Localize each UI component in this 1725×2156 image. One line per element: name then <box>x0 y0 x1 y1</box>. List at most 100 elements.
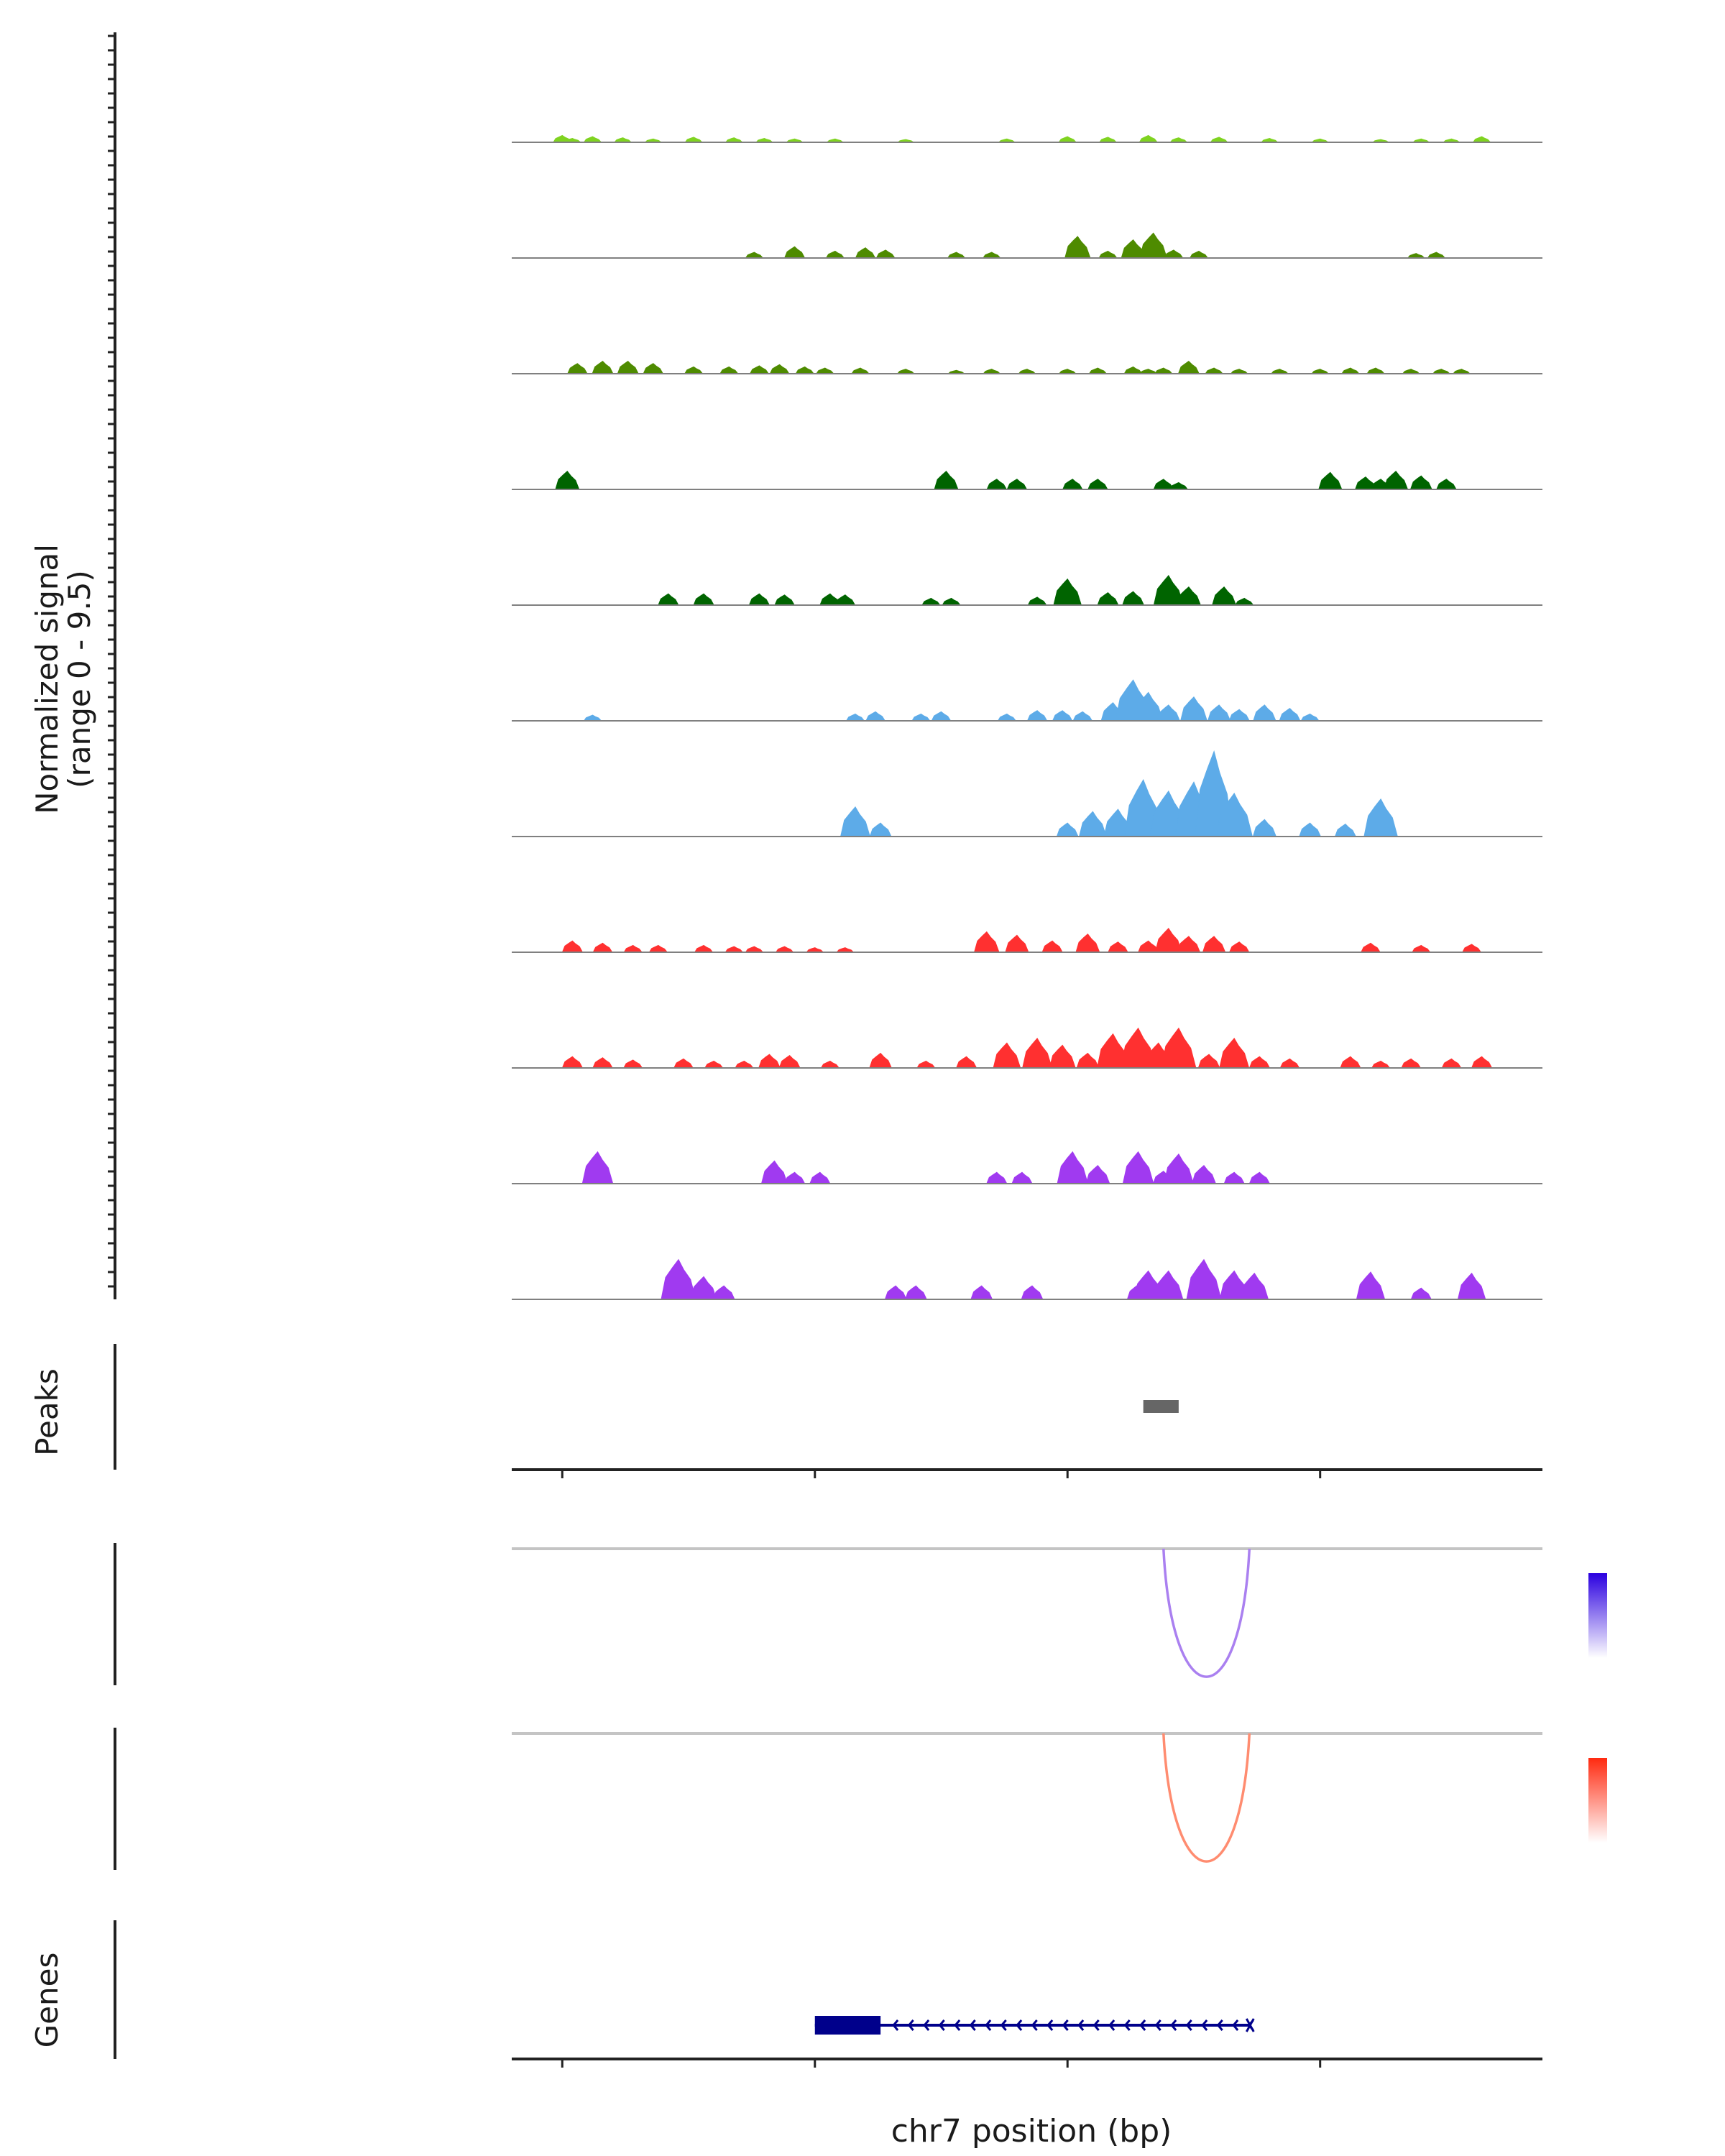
coverage-peak <box>1409 475 1432 490</box>
coverage-peak <box>825 250 845 259</box>
peaks-track-label: Peaks <box>29 1368 65 1456</box>
coverage-peak <box>869 822 892 837</box>
coverage-peak <box>1058 136 1077 143</box>
coverage-peak <box>1088 367 1108 374</box>
coverage-peak <box>673 1058 694 1069</box>
coverage-peak <box>1461 944 1482 953</box>
coverage-peak <box>1228 709 1251 722</box>
coverage-peak <box>1154 1270 1184 1300</box>
coverage-peak <box>1240 1272 1269 1300</box>
coverage-peak <box>955 1056 978 1069</box>
coverage-peak <box>758 1054 781 1069</box>
coverage-peak <box>1097 591 1119 606</box>
strand-arrow <box>1062 2019 1069 2031</box>
coverage-tracks <box>108 32 1542 1300</box>
x-axis-title: chr7 position (bp) <box>891 2113 1172 2150</box>
strand-arrow <box>1154 2019 1162 2031</box>
coverage-peak <box>1027 596 1047 606</box>
coverage-peak <box>1279 1058 1300 1069</box>
coverage-peak <box>724 946 744 953</box>
coverage-peak <box>1123 366 1144 374</box>
coverage-peak <box>916 1060 936 1069</box>
coverage-peak <box>745 252 764 259</box>
coverage-peak <box>1401 1058 1422 1069</box>
coverage-peak <box>1087 479 1108 490</box>
coverage-peak <box>1026 710 1048 722</box>
coverage-peak <box>719 366 739 374</box>
coverage-peak <box>704 1060 724 1069</box>
coverage-peak <box>869 1052 893 1069</box>
coverage-peak <box>1228 941 1250 953</box>
coverage-peak <box>748 593 770 606</box>
coverage-peak <box>561 940 584 953</box>
coverage-peak <box>1205 367 1224 374</box>
coverage-peak <box>1427 252 1446 259</box>
strand-arrow <box>1092 2019 1100 2031</box>
coverage-peak <box>986 1171 1008 1184</box>
coverage-peak <box>1049 1044 1076 1069</box>
coverage-peak <box>1064 236 1091 259</box>
coverage-peak <box>623 1059 643 1069</box>
coverage-peak <box>982 252 1001 259</box>
coverage-peak <box>684 137 704 143</box>
coverage-peak <box>1197 1054 1220 1069</box>
coverage-peak <box>1163 1153 1194 1184</box>
coverage-peak <box>1098 137 1118 143</box>
coverage-peak <box>1011 1171 1033 1184</box>
coverage-peak <box>561 1056 584 1069</box>
coverage-peak <box>1212 586 1237 606</box>
coverage-peak <box>1457 1272 1486 1300</box>
wt-links-legend-colorbar <box>1588 1573 1607 1658</box>
coverage-peak <box>1248 1056 1271 1069</box>
strand-arrow <box>1201 2019 1208 2031</box>
coverage-peak <box>1169 482 1189 490</box>
coverage-peak <box>1300 713 1320 722</box>
peaks-track: Peaks <box>29 1344 1179 1470</box>
strand-arrow <box>1016 2019 1023 2031</box>
coverage-peak <box>884 1285 907 1300</box>
strand-arrow <box>954 2019 961 2031</box>
coverage-peak <box>774 594 796 606</box>
coverage-peak <box>1215 793 1254 837</box>
coverage-peak <box>921 597 941 606</box>
x-axis-upper <box>512 1468 1542 1478</box>
coverage-peak <box>1138 134 1159 143</box>
coverage-peak <box>840 806 871 837</box>
coverage-peak <box>1363 798 1398 837</box>
coverage-peak <box>1154 367 1173 374</box>
coverage-peak <box>769 364 790 374</box>
coverage-peak <box>1122 591 1145 606</box>
coverage-peak <box>1371 1060 1391 1069</box>
coverage-peak <box>778 1054 801 1069</box>
ko-links-legend-colorbar <box>1588 1758 1607 1843</box>
coverage-peak <box>1248 1171 1271 1184</box>
coverage-peak <box>1191 1164 1217 1184</box>
strand-arrow <box>969 2019 976 2031</box>
coverage-peak <box>1279 707 1301 722</box>
coverage-peak <box>1076 1052 1100 1069</box>
peak-region <box>1143 1400 1179 1413</box>
strand-arrow <box>1077 2019 1085 2031</box>
coverage-peak <box>1340 1056 1361 1069</box>
coverage-peak <box>795 366 815 374</box>
strand-arrow <box>938 2019 945 2031</box>
coverage-peak <box>855 247 876 259</box>
strand-arrow <box>1000 2019 1007 2031</box>
coverage-peak <box>1057 1151 1089 1184</box>
coverage-peak <box>623 944 643 953</box>
coverage-peak <box>712 1285 735 1300</box>
coverage-peak <box>1062 479 1083 490</box>
strand-arrow <box>907 2019 914 2031</box>
coverage-peak <box>1219 1038 1250 1069</box>
links-tracks <box>114 1543 1607 1870</box>
coverage-peak <box>1179 696 1208 722</box>
strand-arrow <box>985 2019 992 2031</box>
coverage-peak <box>658 593 679 606</box>
coverage-peak <box>1410 1287 1432 1300</box>
coverage-peak <box>942 597 962 606</box>
genes-track-label: Genes <box>29 1953 65 2048</box>
coverage-peak <box>749 365 770 374</box>
coverage-peak <box>783 246 806 259</box>
strand-arrow <box>1031 2019 1038 2031</box>
strand-arrow <box>1046 2019 1054 2031</box>
